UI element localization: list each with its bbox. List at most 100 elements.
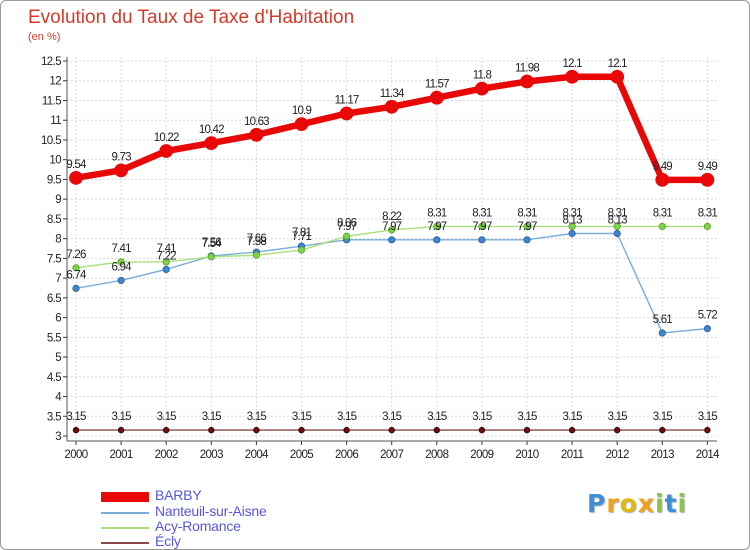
y-tick-label: 8 bbox=[55, 234, 61, 246]
data-point-barby bbox=[384, 99, 399, 114]
data-label-ecly: 3.15 bbox=[698, 411, 718, 423]
data-label-nanteuil-sur-aisne: 6.94 bbox=[112, 261, 133, 273]
data-point-nanteuil-sur-aisne bbox=[72, 284, 80, 292]
data-point-acy-romance bbox=[613, 222, 621, 230]
y-tick-label: 7.5 bbox=[47, 253, 61, 265]
data-point-nanteuil-sur-aisne bbox=[658, 329, 666, 337]
x-tick-label: 2012 bbox=[606, 449, 629, 461]
data-label-acy-romance: 8.31 bbox=[698, 207, 718, 219]
data-point-acy-romance bbox=[523, 222, 531, 230]
data-point-acy-romance bbox=[342, 232, 351, 240]
data-point-barby bbox=[339, 106, 354, 121]
data-point-ecly bbox=[568, 426, 576, 434]
data-label-barby: 11.17 bbox=[335, 95, 359, 107]
x-tick-label: 2005 bbox=[290, 449, 313, 461]
y-tick-label: 9 bbox=[55, 194, 61, 206]
x-tick-label: 2006 bbox=[335, 449, 358, 461]
data-point-acy-romance bbox=[252, 251, 260, 259]
proxiti-logo: Proxiti bbox=[587, 489, 687, 518]
data-label-barby: 10.42 bbox=[199, 124, 224, 136]
data-point-nanteuil-sur-aisne bbox=[117, 276, 125, 285]
x-tick-label: 2011 bbox=[561, 449, 584, 461]
data-point-acy-romance bbox=[388, 226, 396, 234]
x-tick-label: 2008 bbox=[425, 449, 448, 461]
x-tick-label: 2010 bbox=[515, 449, 538, 461]
data-point-acy-romance bbox=[117, 258, 125, 266]
logo-letter: P bbox=[587, 489, 607, 518]
x-tick-label: 2007 bbox=[380, 449, 403, 461]
data-label-nanteuil-sur-aisne: 7.81 bbox=[292, 227, 312, 239]
data-point-acy-romance bbox=[162, 258, 170, 266]
data-label-nanteuil-sur-aisne: 7.22 bbox=[157, 250, 177, 262]
x-tick-label: 2001 bbox=[110, 449, 133, 461]
data-point-ecly bbox=[433, 426, 440, 434]
data-label-barby: 12.1 bbox=[608, 58, 628, 70]
data-point-ecly bbox=[478, 426, 486, 434]
data-label-acy-romance: 8.31 bbox=[563, 207, 583, 219]
data-point-acy-romance bbox=[72, 264, 80, 272]
data-label-acy-romance: 7.58 bbox=[247, 236, 267, 248]
data-point-nanteuil-sur-aisne bbox=[523, 236, 531, 244]
data-point-nanteuil-sur-aisne bbox=[703, 325, 712, 333]
data-point-barby bbox=[700, 172, 715, 187]
y-tick-label: 5 bbox=[55, 352, 61, 364]
data-label-acy-romance: 8.31 bbox=[472, 207, 492, 219]
data-point-barby bbox=[655, 172, 670, 187]
data-label-ecly: 3.15 bbox=[337, 411, 357, 423]
y-tick-label: 4 bbox=[55, 392, 62, 404]
data-point-barby bbox=[565, 69, 579, 84]
logo-letter: i bbox=[677, 489, 688, 518]
data-point-nanteuil-sur-aisne bbox=[568, 229, 576, 238]
data-label-acy-romance: 8.31 bbox=[517, 207, 537, 219]
legend-label-nanteuil: Nanteuil-sur-Aisne bbox=[155, 503, 267, 519]
data-label-nanteuil-sur-aisne: 7.97 bbox=[337, 221, 357, 233]
y-tick-label: 7 bbox=[55, 273, 61, 285]
x-tick-label: 2013 bbox=[651, 449, 674, 461]
y-tick-label: 8.5 bbox=[47, 214, 61, 226]
data-label-barby: 9.49 bbox=[698, 161, 718, 173]
data-label-barby: 9.49 bbox=[653, 161, 673, 173]
data-point-nanteuil-sur-aisne bbox=[613, 229, 621, 238]
data-point-barby bbox=[520, 74, 534, 89]
data-point-ecly bbox=[704, 426, 711, 434]
y-tick-label: 6.5 bbox=[47, 293, 61, 305]
legend-swatch-barby bbox=[101, 492, 149, 502]
x-tick-label: 2000 bbox=[64, 449, 87, 461]
data-label-barby: 11.57 bbox=[425, 79, 449, 91]
data-label-acy-romance: 8.06 bbox=[337, 217, 357, 229]
data-point-ecly bbox=[117, 426, 125, 434]
data-label-ecly: 3.15 bbox=[653, 411, 673, 423]
data-point-acy-romance bbox=[658, 222, 666, 230]
data-point-nanteuil-sur-aisne bbox=[478, 236, 486, 244]
data-point-acy-romance bbox=[703, 222, 712, 230]
data-label-ecly: 3.15 bbox=[157, 411, 177, 423]
data-label-barby: 9.54 bbox=[66, 159, 87, 171]
chart-subtitle: (en %) bbox=[28, 31, 61, 43]
data-label-ecly: 3.15 bbox=[563, 411, 583, 423]
data-label-acy-romance: 7.41 bbox=[157, 243, 177, 255]
y-tick-label: 3.5 bbox=[47, 411, 61, 423]
data-point-ecly bbox=[614, 426, 621, 434]
data-label-nanteuil-sur-aisne: 7.66 bbox=[247, 233, 267, 245]
data-point-barby bbox=[204, 136, 219, 151]
data-point-acy-romance bbox=[207, 253, 215, 261]
data-label-ecly: 3.15 bbox=[292, 411, 312, 423]
data-point-ecly bbox=[343, 426, 350, 434]
data-label-barby: 10.22 bbox=[154, 132, 179, 144]
data-point-barby bbox=[429, 90, 444, 105]
data-label-barby: 11.34 bbox=[380, 88, 405, 100]
x-tick-label: 2009 bbox=[470, 449, 493, 461]
y-tick-label: 6 bbox=[55, 313, 61, 325]
data-label-barby: 10.9 bbox=[292, 105, 312, 117]
legend-label-barby: BARBY bbox=[155, 487, 202, 503]
data-point-ecly bbox=[72, 426, 80, 434]
data-label-acy-romance: 8.31 bbox=[427, 207, 447, 219]
y-tick-label: 10 bbox=[49, 155, 61, 167]
x-tick-label: 2002 bbox=[155, 449, 178, 461]
data-label-ecly: 3.15 bbox=[66, 411, 86, 423]
data-point-acy-romance bbox=[568, 222, 576, 230]
data-label-barby: 11.98 bbox=[515, 63, 539, 75]
x-tick-label: 2003 bbox=[200, 449, 223, 461]
data-point-nanteuil-sur-aisne bbox=[433, 236, 441, 244]
data-point-barby bbox=[249, 127, 264, 142]
